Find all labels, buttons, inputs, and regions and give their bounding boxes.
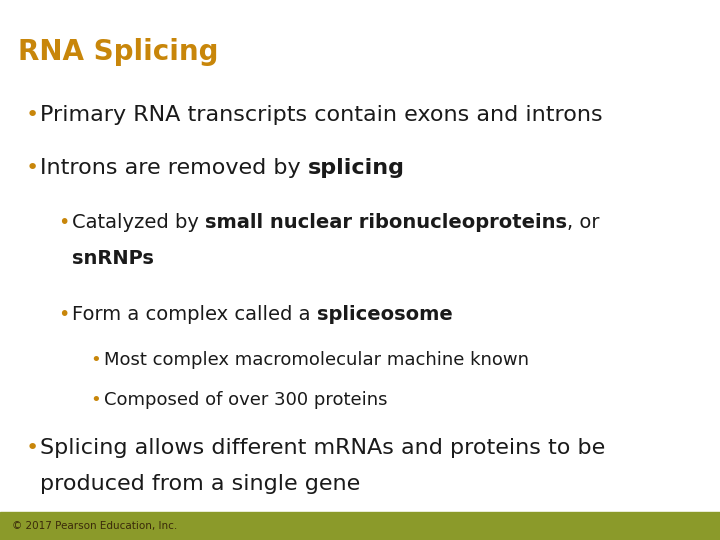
Text: •: • bbox=[58, 213, 69, 232]
Text: •: • bbox=[90, 391, 101, 409]
Text: •: • bbox=[26, 105, 40, 125]
Text: •: • bbox=[26, 438, 40, 458]
Text: •: • bbox=[26, 158, 40, 178]
Text: Splicing allows different mRNAs and proteins to be: Splicing allows different mRNAs and prot… bbox=[40, 438, 606, 458]
Bar bbox=[0, 512, 720, 540]
Text: snRNPs: snRNPs bbox=[72, 248, 154, 267]
Text: spliceosome: spliceosome bbox=[317, 306, 452, 325]
Text: Catalyzed by: Catalyzed by bbox=[72, 213, 205, 232]
Text: produced from a single gene: produced from a single gene bbox=[40, 474, 360, 494]
Text: Most complex macromolecular machine known: Most complex macromolecular machine know… bbox=[104, 351, 529, 369]
Text: RNA Splicing: RNA Splicing bbox=[18, 38, 218, 66]
Text: •: • bbox=[58, 306, 69, 325]
Text: © 2017 Pearson Education, Inc.: © 2017 Pearson Education, Inc. bbox=[12, 521, 177, 531]
Text: •: • bbox=[90, 351, 101, 369]
Text: Form a complex called a: Form a complex called a bbox=[72, 306, 317, 325]
Text: Primary RNA transcripts contain exons and introns: Primary RNA transcripts contain exons an… bbox=[40, 105, 603, 125]
Text: splicing: splicing bbox=[307, 158, 405, 178]
Text: , or: , or bbox=[567, 213, 600, 232]
Text: Introns are removed by: Introns are removed by bbox=[40, 158, 307, 178]
Text: Composed of over 300 proteins: Composed of over 300 proteins bbox=[104, 391, 387, 409]
Text: small nuclear ribonucleoproteins: small nuclear ribonucleoproteins bbox=[205, 213, 567, 232]
